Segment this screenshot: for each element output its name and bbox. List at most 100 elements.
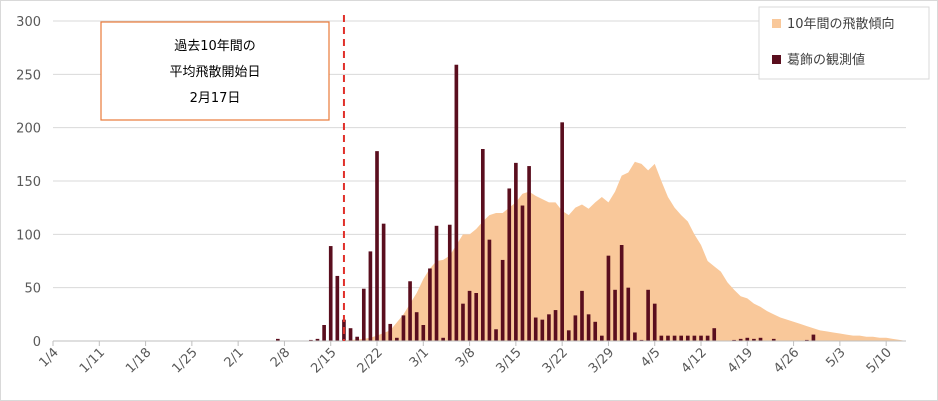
x-tick-label: 4/5 [638,345,663,370]
observation-bar [613,289,617,341]
observation-bar [500,259,505,341]
observation-bar [441,337,445,341]
observation-bar [520,205,525,341]
observation-bar [586,314,591,341]
observation-bar [771,338,776,341]
x-tick-label: 4/12 [679,345,710,376]
x-tick-label: 3/22 [540,345,571,376]
x-tick-label: 3/8 [453,345,478,370]
observation-bar [580,290,584,341]
x-tick-label: 2/22 [355,345,386,376]
observation-bar [573,315,578,341]
x-tick-label: 2/1 [222,345,247,370]
annotation-line-2: 平均飛散開始日 [169,65,260,80]
observation-bar [315,338,320,341]
observation-bar [600,335,604,341]
observation-bar [487,239,492,341]
observation-bar [408,281,412,341]
observation-bar [527,166,531,341]
observation-bar [368,251,373,341]
observation-bar [752,338,756,341]
observation-bar [758,337,763,341]
observation-bar [454,64,459,342]
observation-bar [381,223,386,341]
observation-bar [434,225,439,341]
x-tick-label: 1/18 [123,345,154,376]
observation-bar [745,337,750,341]
observation-bar [401,315,406,341]
observation-bar [553,310,558,341]
observation-bar [692,335,697,341]
observation-bar [335,275,340,341]
y-tick-label: 150 [16,175,41,190]
observation-bar [467,290,472,341]
observation-bar [639,339,644,341]
y-tick-label: 200 [16,122,41,137]
observation-bar [447,224,452,341]
observation-bar [540,319,545,341]
annotation-line-1: 過去10年間の [174,39,256,54]
observation-bar [474,293,479,341]
y-tick-label: 0 [33,335,41,350]
observation-bar [811,334,816,341]
observation-bar [805,339,809,341]
x-tick-label: 2/8 [268,345,293,370]
observation-bar [533,317,538,341]
x-tick-label: 1/25 [169,345,200,376]
x-tick-label: 4/26 [771,345,802,376]
observation-bar [679,335,683,341]
observation-bar [514,162,518,341]
x-tick-label: 5/3 [823,345,848,370]
observation-bar [276,338,280,341]
observation-bar [685,335,690,341]
observation-bar [646,289,650,341]
legend-label-observed: 葛飾の観測値 [787,52,865,68]
y-tick-label: 300 [16,15,41,30]
y-tick-label: 250 [16,68,41,83]
annotation-line-3: 2月17日 [190,91,241,106]
observation-bar [606,255,611,341]
observation-bar [421,325,426,341]
x-tick-label: 1/11 [77,345,108,376]
observation-bar [659,335,664,341]
observation-bar [507,188,512,341]
x-tick-label: 3/29 [586,345,617,376]
observation-bar [566,330,571,341]
x-tick-label: 5/10 [864,345,895,376]
observation-bar [328,246,333,341]
observation-bar [414,312,419,341]
observation-bar [309,339,313,341]
y-tick-label: 50 [24,282,41,297]
observation-bar [388,323,393,341]
x-tick-label: 2/15 [308,345,339,376]
observation-bar [738,338,743,341]
observation-bar [375,151,379,341]
observation-bar [322,325,326,341]
legend-swatch-observed [772,55,781,64]
observation-bar [705,335,710,341]
observation-bar [547,314,551,341]
observation-bar [428,268,432,341]
x-tick-label: 3/1 [407,345,432,370]
y-tick-label: 100 [16,228,41,243]
observation-bar [593,321,598,341]
observation-bar [619,245,624,341]
observation-bar [699,335,703,341]
observation-bar [355,336,359,341]
observation-bar [480,149,485,341]
observation-bar [732,339,736,341]
observation-bar [395,337,399,341]
observation-bar [494,329,498,341]
observation-bar [560,122,564,341]
observation-bar [361,288,366,341]
x-tick-label: 3/15 [493,345,524,376]
observation-bar [666,335,670,341]
observation-bar [461,303,465,341]
observation-bar [672,335,677,341]
annotation-border [100,21,330,121]
legend-swatch-trend [772,19,781,28]
x-tick-label: 4/19 [725,345,756,376]
observation-bar [652,303,657,341]
